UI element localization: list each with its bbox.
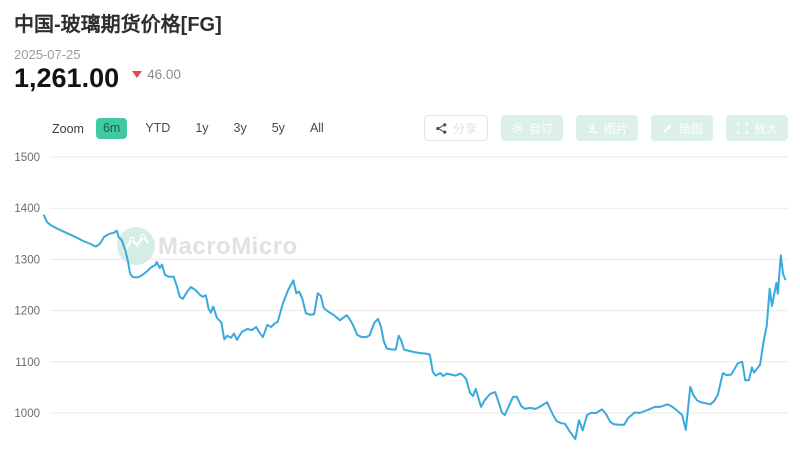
- last-price: 1,261.00: [14, 63, 120, 93]
- quote-date: 2025-07-25: [14, 47, 81, 62]
- price-line-series: [43, 214, 787, 441]
- watermark-dot-icon: [140, 233, 146, 240]
- price-change: 46.00: [147, 67, 181, 82]
- y-axis-label: 1500: [14, 152, 40, 164]
- y-axis-label: 1000: [14, 408, 40, 420]
- range-button-5y[interactable]: 5y: [271, 121, 285, 136]
- customize-button[interactable]: 自订: [500, 115, 563, 141]
- enlarge-button-label: 放大: [753, 121, 778, 136]
- draw-button-label: 绘图: [678, 121, 703, 136]
- y-axis-label: 1100: [15, 357, 40, 369]
- range-button-6m[interactable]: 6m: [95, 118, 128, 139]
- range-button-all[interactable]: All: [309, 121, 324, 136]
- gear-icon: [511, 122, 524, 135]
- range-button-ytd[interactable]: YTD: [145, 121, 171, 136]
- watermark-logo-icon: [117, 227, 155, 265]
- page-title: 中国-玻璃期货价格[FG]: [14, 14, 222, 36]
- expand-icon: [736, 122, 749, 135]
- watermark-text: MacroMicro: [158, 233, 298, 260]
- range-button-3y[interactable]: 3y: [233, 121, 247, 136]
- zoom-label: Zoom: [52, 121, 84, 136]
- watermark-zigzag-icon: [122, 235, 150, 254]
- draw-button[interactable]: 绘图: [650, 115, 713, 141]
- image-button-label: 图片: [603, 121, 628, 136]
- customize-button-label: 自订: [528, 121, 553, 136]
- range-button-1y[interactable]: 1y: [195, 121, 209, 136]
- chart-header: 中国-玻璃期货价格[FG] 2025-07-25 1,261.00 46.00: [14, 8, 222, 92]
- y-axis-label: 1200: [14, 306, 40, 318]
- image-button[interactable]: 图片: [575, 115, 638, 141]
- share-icon: [435, 122, 448, 135]
- share-button[interactable]: 分享: [423, 115, 488, 141]
- pencil-icon: [661, 122, 674, 135]
- y-axis-label: 1300: [14, 254, 40, 266]
- quote-row: 1,261.00 46.00: [14, 65, 222, 92]
- enlarge-button[interactable]: 放大: [725, 115, 788, 141]
- y-axis-label: 1400: [14, 203, 40, 215]
- chart-toolbar: Zoom 6m YTD 1y 3y 5y All 分享: [0, 115, 800, 142]
- share-button-label: 分享: [452, 121, 477, 136]
- triangle-down-icon: [132, 71, 143, 78]
- action-buttons: 分享 自订 图片: [423, 115, 788, 141]
- watermark-dot-icon: [129, 236, 135, 243]
- download-icon: [586, 122, 599, 135]
- range-selector: Zoom 6m YTD 1y 3y 5y All: [52, 115, 331, 142]
